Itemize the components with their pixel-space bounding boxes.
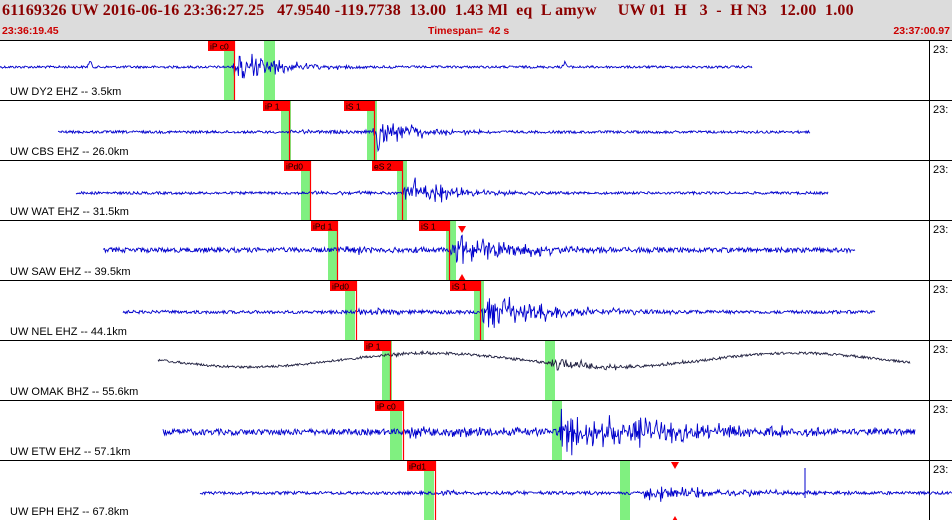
pick-flag[interactable] xyxy=(419,221,449,231)
triangle-marker-icon xyxy=(672,516,678,520)
triangle-marker-icon xyxy=(458,274,466,281)
pick-label: iS 1 xyxy=(346,102,361,112)
right-time-label: 23: xyxy=(933,344,948,356)
right-time-label: 23: xyxy=(933,44,948,56)
pick-window[interactable] xyxy=(545,341,555,400)
pick-flag[interactable] xyxy=(284,161,310,171)
triangle-marker-icon xyxy=(458,226,466,233)
waveform-trace[interactable] xyxy=(75,177,829,203)
pick-label: eS 2 xyxy=(374,162,392,172)
pick-label: iPd1 xyxy=(409,462,426,472)
pick-flag[interactable] xyxy=(407,461,435,471)
waveform-trace[interactable] xyxy=(162,408,916,456)
trace-row[interactable]: iPd 1 iS 1 UW SAW EHZ -- 39.5km 23: xyxy=(0,220,952,281)
waveform-trace[interactable] xyxy=(57,123,811,153)
pick-flag[interactable] xyxy=(372,161,402,171)
right-time-label: 23: xyxy=(933,464,948,476)
station-label: UW ETW EHZ -- 57.1km xyxy=(10,446,130,458)
timespan-label: Timespan= 42 s xyxy=(428,25,510,37)
pick-flag[interactable] xyxy=(450,281,480,291)
triangle-marker-icon xyxy=(671,462,679,469)
pick-window[interactable] xyxy=(224,41,235,100)
pick-window[interactable] xyxy=(424,461,434,520)
pick-flag[interactable] xyxy=(330,281,356,291)
pick-label: iP 1 xyxy=(265,102,280,112)
pick-flag[interactable] xyxy=(344,101,374,111)
seismogram-panel[interactable]: iP c0 UW DY2 EHZ -- 3.5km 23: iP 1 iS 1 UW CB… xyxy=(0,40,952,520)
right-time-label: 23: xyxy=(933,104,948,116)
station-label: UW SAW EHZ -- 39.5km xyxy=(10,266,131,278)
trace-row[interactable]: iP 1 iS 1 UW CBS EHZ -- 26.0km 23: xyxy=(0,100,952,160)
right-time-label: 23: xyxy=(933,404,948,416)
start-time: 23:36:19.45 xyxy=(2,25,59,37)
pick-window[interactable] xyxy=(620,461,630,520)
pick-flag[interactable] xyxy=(208,41,234,51)
pick-window[interactable] xyxy=(552,401,562,460)
pick-label: iP c0 xyxy=(210,42,229,52)
pick-flag[interactable] xyxy=(311,221,337,231)
pick-flag[interactable] xyxy=(364,341,390,351)
waveform-trace[interactable] xyxy=(199,486,952,502)
pick-label: iS 1 xyxy=(452,282,467,292)
waveform-trace[interactable] xyxy=(122,296,876,328)
pick-label: iP c0 xyxy=(377,402,396,412)
station-label: UW EPH EHZ -- 67.8km xyxy=(10,506,129,518)
waveform-trace[interactable] xyxy=(0,53,753,79)
event-header: 61169326 UW 2016-06-16 23:36:27.25 47.95… xyxy=(0,0,952,40)
right-time-label: 23: xyxy=(933,284,948,296)
pick-window[interactable] xyxy=(281,101,291,160)
end-time: 23:37:00.97 xyxy=(893,25,950,37)
pick-window[interactable] xyxy=(367,101,377,160)
pick-label: iPd 1 xyxy=(313,222,333,232)
event-title: 61169326 UW 2016-06-16 23:36:27.25 47.95… xyxy=(2,2,854,19)
pick-window[interactable] xyxy=(382,341,392,400)
pick-label: iS 1 xyxy=(421,222,436,232)
station-label: UW OMAK BHZ -- 55.6km xyxy=(10,386,138,398)
pick-window[interactable] xyxy=(446,221,456,280)
pick-window[interactable] xyxy=(474,281,484,340)
right-time-label: 23: xyxy=(933,164,948,176)
trace-row[interactable]: iP c0 UW ETW EHZ -- 57.1km 23: xyxy=(0,400,952,460)
station-label: UW NEL EHZ -- 44.1km xyxy=(10,326,127,338)
waveform-trace[interactable] xyxy=(157,349,911,371)
waveform-trace[interactable] xyxy=(102,234,856,264)
station-label: UW CBS EHZ -- 26.0km xyxy=(10,146,129,158)
pick-window[interactable] xyxy=(345,281,355,340)
trace-row[interactable]: iPd1 UW EPH EHZ -- 67.8km 23: xyxy=(0,460,952,520)
pick-flag[interactable] xyxy=(375,401,403,411)
pick-label: iPd0 xyxy=(286,162,303,172)
pick-window[interactable] xyxy=(301,161,311,220)
right-time-label: 23: xyxy=(933,224,948,236)
station-label: UW WAT EHZ -- 31.5km xyxy=(10,206,129,218)
pick-flag[interactable] xyxy=(263,101,289,111)
station-label: UW DY2 EHZ -- 3.5km xyxy=(10,86,121,98)
pick-label: iPd0 xyxy=(332,282,349,292)
trace-row[interactable]: iP c0 UW DY2 EHZ -- 3.5km 23: xyxy=(0,40,952,100)
trace-row[interactable]: iPd0 eS 2 UW WAT EHZ -- 31.5km 23: xyxy=(0,160,952,220)
trace-row[interactable]: iPd0 iS 1 UW NEL EHZ -- 44.1km 23: xyxy=(0,280,952,340)
pick-label: iP 1 xyxy=(366,342,381,352)
trace-row[interactable]: iP 1 UW OMAK BHZ -- 55.6km 23: xyxy=(0,340,952,400)
pick-window[interactable] xyxy=(264,41,275,100)
